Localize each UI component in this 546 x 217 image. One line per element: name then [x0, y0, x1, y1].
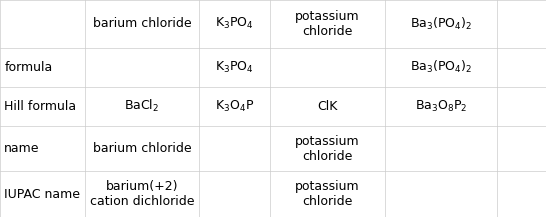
Text: barium chloride: barium chloride	[93, 142, 191, 155]
Text: K$_3$O$_4$P: K$_3$O$_4$P	[215, 99, 254, 114]
Text: Ba$_3$(PO$_4$)$_2$: Ba$_3$(PO$_4$)$_2$	[410, 59, 472, 75]
Text: name: name	[4, 142, 40, 155]
Text: ClK: ClK	[317, 100, 338, 113]
Text: barium(+2)
cation dichloride: barium(+2) cation dichloride	[90, 180, 194, 208]
Text: BaCl$_2$: BaCl$_2$	[124, 98, 159, 114]
Text: potassium
chloride: potassium chloride	[295, 180, 360, 208]
Text: Ba$_3$(PO$_4$)$_2$: Ba$_3$(PO$_4$)$_2$	[410, 16, 472, 32]
Text: K$_3$PO$_4$: K$_3$PO$_4$	[216, 60, 254, 75]
Text: barium chloride: barium chloride	[93, 17, 191, 30]
Text: IUPAC name: IUPAC name	[4, 188, 80, 201]
Text: potassium
chloride: potassium chloride	[295, 10, 360, 38]
Text: K$_3$PO$_4$: K$_3$PO$_4$	[216, 16, 254, 31]
Text: Ba$_3$O$_8$P$_2$: Ba$_3$O$_8$P$_2$	[414, 99, 467, 114]
Text: formula: formula	[4, 61, 52, 74]
Text: Hill formula: Hill formula	[4, 100, 76, 113]
Text: potassium
chloride: potassium chloride	[295, 135, 360, 163]
